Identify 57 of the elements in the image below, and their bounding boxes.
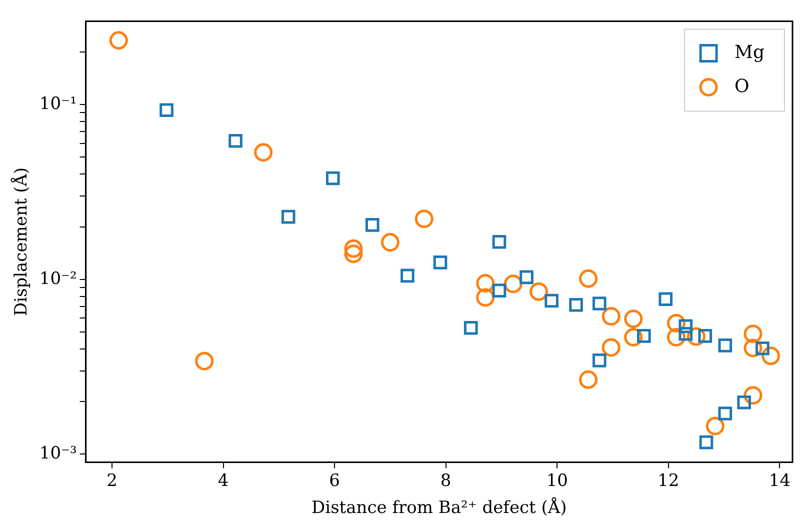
point <box>569 298 583 312</box>
point <box>326 171 340 186</box>
point <box>492 234 506 249</box>
x-tick-label: 6 <box>329 470 340 491</box>
x-tick-label: 4 <box>218 470 229 491</box>
point <box>492 284 506 298</box>
point <box>756 341 770 356</box>
point <box>602 338 620 357</box>
point <box>109 31 128 50</box>
point <box>637 329 651 343</box>
point <box>678 319 693 334</box>
point <box>718 338 732 352</box>
point <box>380 233 400 252</box>
point <box>228 134 242 148</box>
legend-label: Mg <box>734 42 764 63</box>
x-tick-label: 8 <box>440 470 452 491</box>
point <box>520 270 534 284</box>
point <box>699 435 714 450</box>
point <box>737 395 751 410</box>
point <box>281 210 296 224</box>
legend-label: O <box>734 76 750 97</box>
point <box>464 320 478 335</box>
point <box>592 354 606 368</box>
x-axis-title: Distance from Ba²⁺ defect (Å) <box>312 497 567 518</box>
point <box>718 406 732 420</box>
point <box>195 352 214 370</box>
point <box>579 370 598 389</box>
point <box>698 329 712 343</box>
point <box>160 103 174 118</box>
point <box>476 274 495 293</box>
x-tick-label: 12 <box>658 470 680 491</box>
y-tick-label: 10⁻¹ <box>39 94 77 114</box>
point <box>579 269 598 288</box>
x-tick-label: 2 <box>106 470 118 491</box>
point <box>592 296 606 310</box>
y-tick-label: 10⁻² <box>39 268 77 289</box>
y-tick-label: 10⁻³ <box>39 444 77 464</box>
point <box>602 307 620 326</box>
point <box>744 386 762 405</box>
point <box>344 244 363 264</box>
point <box>706 416 724 436</box>
point <box>658 292 673 306</box>
point <box>344 239 363 258</box>
point <box>544 294 558 308</box>
y-axis-title: Displacement (Å) <box>10 167 32 316</box>
point <box>744 324 762 344</box>
point <box>414 210 434 228</box>
x-tick-label: 10 <box>546 470 568 491</box>
point <box>624 310 643 328</box>
point <box>365 218 380 232</box>
point <box>530 282 548 301</box>
point <box>400 268 414 283</box>
point <box>476 288 495 307</box>
x-tick-label: 14 <box>768 470 791 491</box>
point <box>254 143 273 162</box>
point <box>433 256 448 270</box>
point <box>678 326 693 341</box>
